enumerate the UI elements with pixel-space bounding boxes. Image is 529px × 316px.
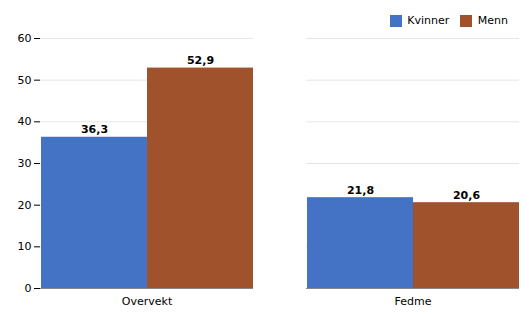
svg-text:10: 10 — [18, 240, 32, 253]
html-text:Menn: Menn — [477, 14, 508, 27]
svg-text:0: 0 — [25, 282, 32, 295]
html-text:Kvinner: Kvinner — [407, 14, 450, 27]
svg-text:36,3: 36,3 — [81, 123, 108, 136]
svg-text:50: 50 — [18, 74, 32, 87]
svg-text:20,6: 20,6 — [453, 189, 480, 202]
svg-text:30: 30 — [18, 157, 32, 170]
svg-text:40: 40 — [18, 115, 32, 128]
svg-text:Overvekt: Overvekt — [122, 295, 173, 308]
svg-text:52,9: 52,9 — [187, 54, 214, 67]
svg-text:Fedme: Fedme — [395, 295, 432, 308]
svg-text:20: 20 — [18, 199, 32, 212]
svg-text:21,8: 21,8 — [347, 184, 374, 197]
svg-text:60: 60 — [18, 32, 32, 45]
